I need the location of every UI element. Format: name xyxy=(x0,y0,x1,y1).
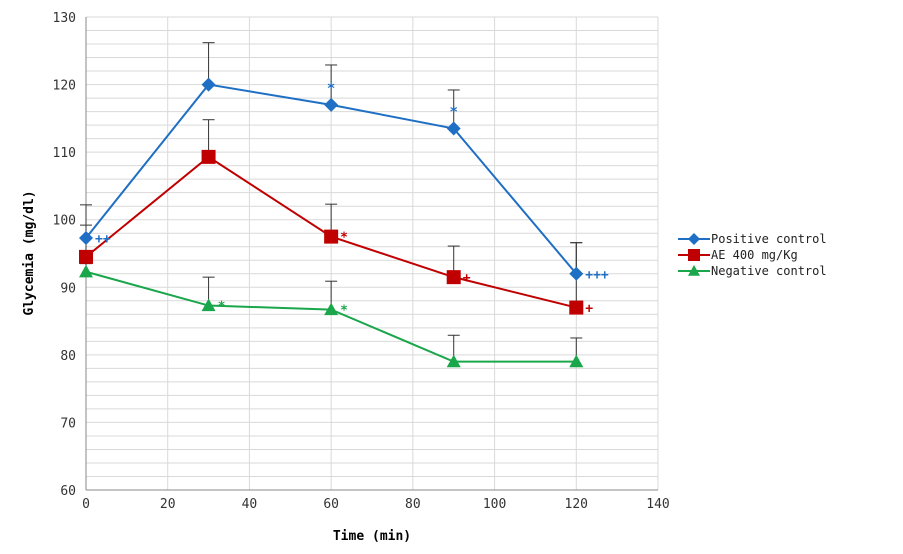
y-tick-label: 60 xyxy=(60,484,76,499)
x-tick-label: 40 xyxy=(242,497,258,512)
x-tick-label: 0 xyxy=(82,497,90,512)
annotation-ae-400-mg-kg: * xyxy=(340,231,348,246)
point-ae-400-mg-kg xyxy=(324,229,339,244)
point-ae-400-mg-kg xyxy=(201,149,216,164)
point-negative-control xyxy=(201,298,216,312)
legend: Positive control AE 400 mg/Kg Negative con… xyxy=(678,232,827,278)
series-lines xyxy=(79,77,584,368)
annotation-ae-400-mg-kg: + xyxy=(585,302,593,317)
point-positive-control xyxy=(569,266,584,281)
annotation-positive-control: * xyxy=(449,104,457,120)
x-tick-label: 100 xyxy=(483,497,506,512)
y-axis-label: Glycemia (mg/dl) xyxy=(22,190,37,315)
y-tick-label: 110 xyxy=(53,146,76,161)
point-positive-control xyxy=(446,121,461,136)
y-tick-label: 80 xyxy=(60,349,76,364)
x-tick-label: 80 xyxy=(405,497,421,512)
annotation-positive-control: ++ xyxy=(95,232,111,247)
y-tick-label: 130 xyxy=(53,11,76,26)
point-negative-control xyxy=(324,302,339,316)
annotations: ++**+++*++* * xyxy=(95,81,609,319)
x-tick-label: 60 xyxy=(323,497,339,512)
annotation-positive-control: * xyxy=(327,81,335,97)
legend-marker-positive-control xyxy=(688,233,700,245)
point-positive-control xyxy=(79,230,93,245)
point-negative-control xyxy=(446,354,461,368)
annotation-positive-control: +++ xyxy=(585,268,609,283)
x-tick-label: 140 xyxy=(646,497,669,512)
x-axis-label: Time (min) xyxy=(333,529,411,544)
point-negative-control xyxy=(569,354,584,368)
x-tick-label: 120 xyxy=(565,497,588,512)
legend-label-positive-control: Positive control xyxy=(711,232,827,246)
y-tick-label: 70 xyxy=(60,416,76,431)
y-tick-label: 120 xyxy=(53,79,76,94)
annotation-negative-control: * xyxy=(340,304,348,319)
x-tick-label: 20 xyxy=(160,497,176,512)
annotation-negative-control: * xyxy=(218,300,226,315)
y-tick-label: 100 xyxy=(53,214,76,229)
axes xyxy=(85,17,658,491)
point-ae-400-mg-kg xyxy=(569,300,584,315)
legend-marker-ae-400-mg-kg xyxy=(688,249,700,261)
point-positive-control xyxy=(201,77,216,92)
point-ae-400-mg-kg xyxy=(446,270,461,285)
annotation-ae-400-mg-kg: + xyxy=(463,271,471,286)
point-negative-control xyxy=(79,264,93,278)
gridlines xyxy=(86,16,659,491)
legend-marker-negative-control xyxy=(688,265,700,276)
tick-labels: 0 20 40 60 80 100 120 140 60 70 80 90 100 110 120 130 xyxy=(53,11,670,512)
legend-label-ae-400-mg-kg: AE 400 mg/Kg xyxy=(711,248,798,262)
point-positive-control xyxy=(324,97,339,112)
point-ae-400-mg-kg xyxy=(79,249,93,264)
legend-label-negative-control: Negative control xyxy=(711,264,827,278)
y-tick-label: 90 xyxy=(60,281,76,296)
